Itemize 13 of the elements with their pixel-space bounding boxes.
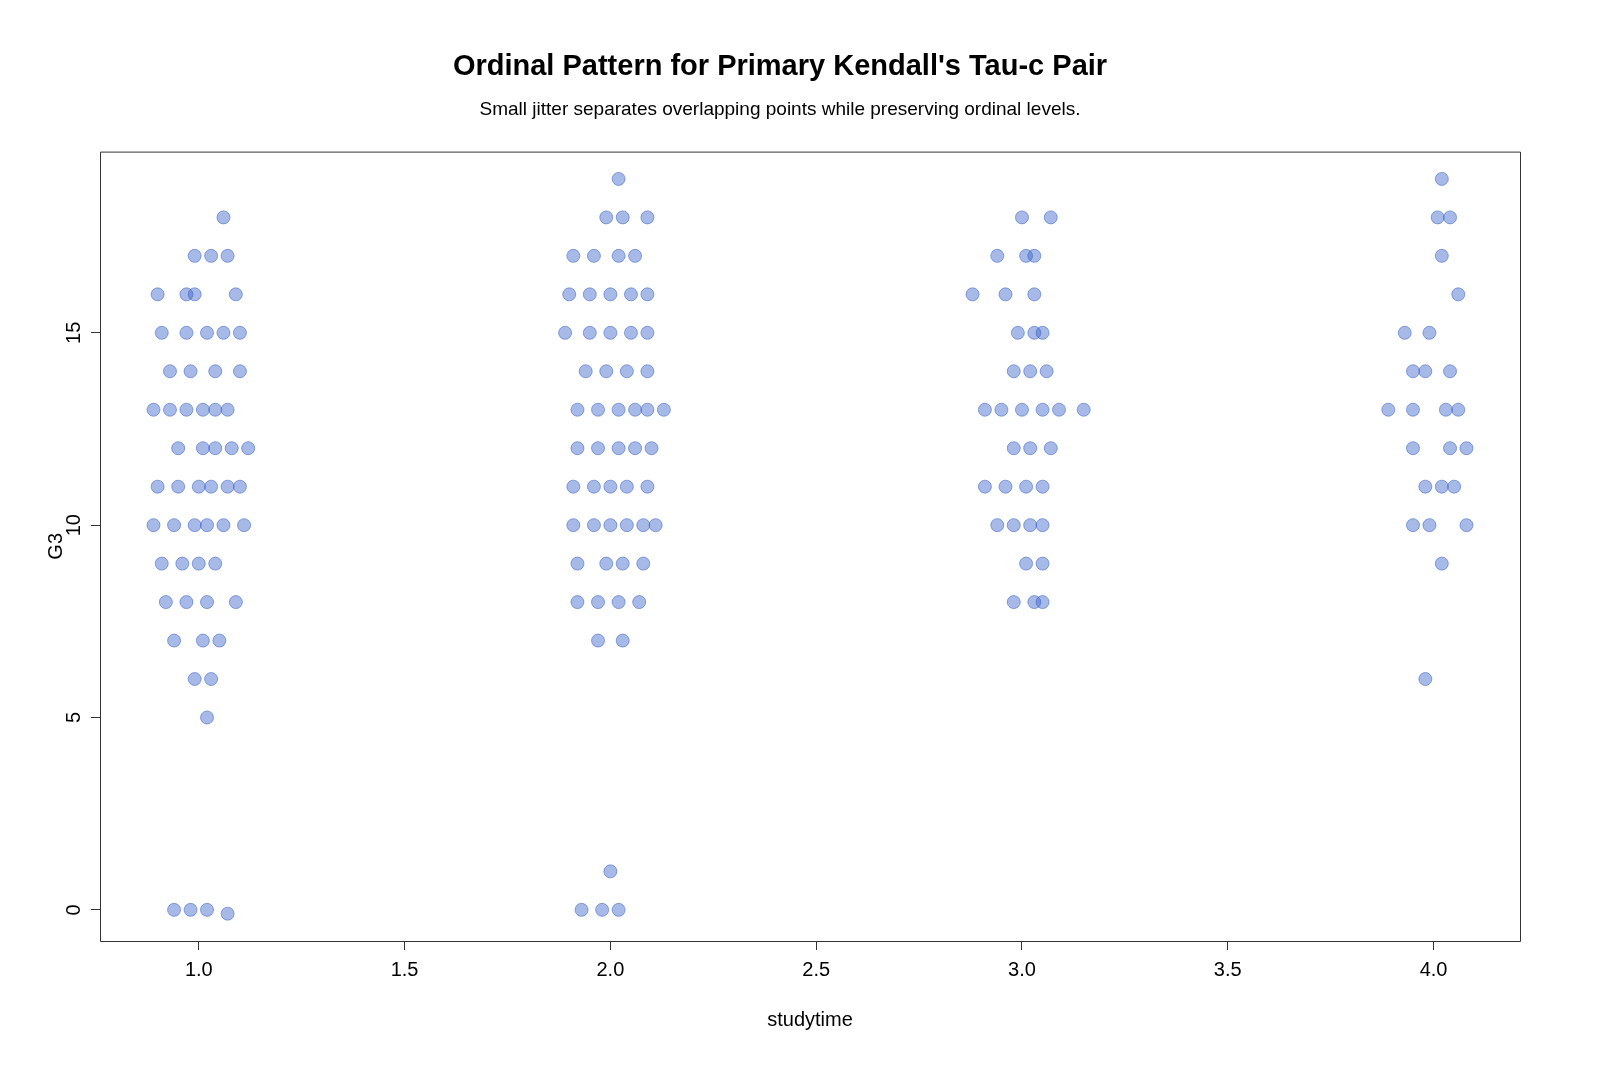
chart-subtitle: Small jitter separates overlapping points while preserving ordinal levels.: [479, 98, 1081, 120]
x-tick-label: 4.0: [1419, 957, 1448, 980]
x-tick-label: 3.5: [1213, 957, 1242, 980]
x-tick-label: 1.0: [184, 957, 213, 980]
x-tick-label: 2.5: [802, 957, 831, 980]
x-axis-title: studytime: [767, 1007, 853, 1030]
y-tick-label: 5: [61, 711, 84, 724]
x-tick-label: 3.0: [1008, 957, 1036, 980]
y-tick-label: 15: [61, 321, 84, 344]
x-tick-label: 2.0: [596, 957, 625, 980]
chart-title: Ordinal Pattern for Primary Kendall's Tau-c Pair: [452, 49, 1108, 82]
x-tick-label: 1.5: [390, 957, 419, 980]
y-tick-label: 0: [61, 904, 84, 916]
